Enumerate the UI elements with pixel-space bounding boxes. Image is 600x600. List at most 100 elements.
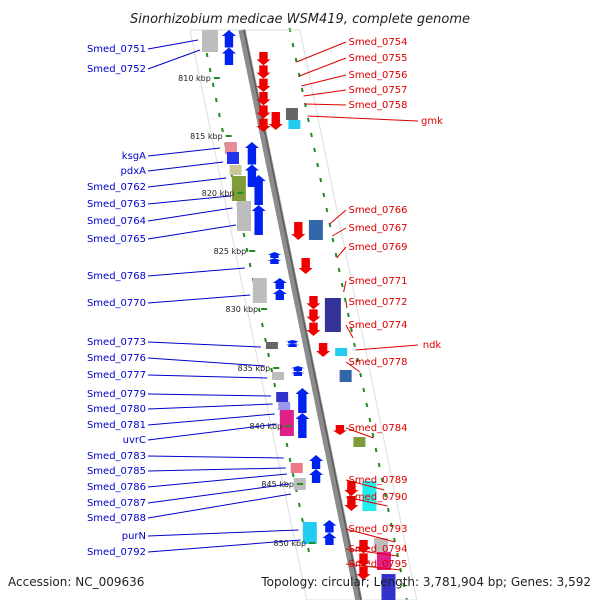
forward-gene-leader bbox=[147, 39, 199, 50]
forward-annotation-block bbox=[226, 152, 239, 164]
forward-gene-label: Smed_0770 bbox=[87, 298, 146, 309]
gc-tick-right bbox=[294, 57, 298, 63]
reverse-gene-leader bbox=[299, 57, 347, 77]
scale-label: 845 kbp bbox=[261, 480, 294, 489]
forward-gene-leader bbox=[147, 493, 292, 519]
reverse-gene-arrow bbox=[256, 105, 271, 119]
reverse-gene-label: Smed_0772 bbox=[348, 297, 407, 308]
forward-gene-arrow bbox=[272, 278, 287, 289]
reverse-gene-label: Smed_0756 bbox=[348, 70, 407, 81]
gc-tick-left bbox=[288, 457, 292, 463]
forward-gene-label: Smed_0788 bbox=[87, 513, 146, 524]
reverse-gene-arrow bbox=[356, 566, 371, 580]
forward-annotation-block bbox=[278, 402, 291, 410]
gc-tick-right bbox=[297, 72, 301, 78]
gc-tick-left bbox=[208, 67, 212, 73]
scale-ticks: 810 kbp 815 kbp 820 kbp 825 kbp 830 kbp 835 k… bbox=[178, 74, 316, 548]
reverse-annotation-block bbox=[335, 348, 348, 356]
forward-gene-label: Smed_0768 bbox=[87, 271, 146, 282]
gc-tick-right bbox=[371, 432, 375, 438]
gc-tick-right bbox=[365, 402, 369, 408]
forward-gene-leader bbox=[147, 467, 286, 472]
gc-tick-left bbox=[261, 322, 264, 328]
gc-tick-right bbox=[383, 492, 387, 498]
forward-gene-leader bbox=[147, 423, 277, 441]
reverse-gene-arrow bbox=[256, 78, 271, 92]
reverse-gene-leader bbox=[345, 528, 396, 543]
reverse-gene-label: Smed_0755 bbox=[348, 53, 407, 64]
reverse-annotation-block bbox=[324, 298, 341, 332]
forward-gene-leader bbox=[147, 294, 251, 304]
reverse-gene-arrow bbox=[256, 92, 271, 106]
gc-tick-right bbox=[313, 147, 316, 153]
forward-annotation-block bbox=[252, 278, 267, 303]
forward-gene-label: pdxA bbox=[121, 166, 147, 177]
scale-label: 815 kbp bbox=[190, 132, 223, 141]
reverse-gene-arrow bbox=[256, 118, 271, 132]
gc-tick-left bbox=[211, 82, 215, 88]
reverse-annotation-block bbox=[285, 108, 298, 120]
reverse-gene-arrow bbox=[268, 112, 283, 130]
forward-gene-arrow bbox=[295, 388, 310, 413]
forward-gene-arrow bbox=[295, 413, 310, 438]
forward-gene-arrow bbox=[285, 340, 300, 344]
reverse-gene-leader bbox=[345, 324, 354, 339]
gc-tick-right bbox=[393, 537, 396, 543]
forward-gene-leader bbox=[147, 195, 231, 205]
forward-gene-label: purN bbox=[122, 531, 146, 542]
gc-tick-right bbox=[334, 252, 338, 258]
reverse-gene-label: Smed_0793 bbox=[348, 524, 407, 535]
forward-annotation-block bbox=[231, 176, 246, 201]
forward-gene-leader bbox=[147, 413, 275, 426]
gc-tick-left bbox=[301, 517, 304, 523]
gc-tick-left bbox=[221, 127, 224, 133]
topology-text: Topology: circular; Length: 3,781,904 bp… bbox=[260, 575, 591, 589]
reverse-gene-leader bbox=[355, 344, 419, 351]
reverse-annotation-block bbox=[362, 481, 377, 511]
forward-annotation-block bbox=[272, 372, 285, 380]
forward-gene-label: Smed_0785 bbox=[87, 466, 146, 477]
forward-gene-leader bbox=[147, 374, 268, 379]
reverse-gene-arrow bbox=[344, 496, 359, 511]
forward-gene-leader bbox=[147, 224, 237, 240]
forward-gene-label: Smed_0773 bbox=[87, 337, 146, 348]
reverse-gene-label: Smed_0789 bbox=[348, 475, 407, 486]
forward-annotation-block bbox=[302, 522, 317, 544]
forward-gene-label: Smed_0787 bbox=[87, 498, 146, 509]
forward-gene-arrow bbox=[322, 520, 337, 533]
forward-gene-label: Smed_0765 bbox=[87, 234, 146, 245]
gc-tick-left bbox=[273, 382, 277, 388]
forward-gene-leader bbox=[147, 49, 201, 70]
gc-tick-right bbox=[300, 87, 304, 93]
forward-gene-label: Smed_0783 bbox=[87, 451, 146, 462]
reverse-gene-label: Smed_0784 bbox=[348, 423, 407, 434]
reverse-annotation-block bbox=[376, 552, 391, 570]
reverse-gene-leader bbox=[303, 89, 347, 97]
forward-gene-label: Smed_0763 bbox=[87, 199, 146, 210]
reverse-gene-leader bbox=[305, 103, 347, 106]
gc-tick-right bbox=[356, 357, 359, 363]
reverse-gene-label: Smed_0757 bbox=[348, 85, 407, 96]
forward-gene-leader bbox=[147, 357, 265, 367]
gc-tick-left bbox=[214, 97, 218, 103]
reverse-gene-leader bbox=[336, 246, 347, 259]
gc-tick-right bbox=[380, 477, 384, 483]
forward-gene-leader bbox=[147, 539, 301, 553]
forward-gene-label: uvrC bbox=[123, 435, 146, 446]
reverse-gene-arrow bbox=[344, 481, 359, 496]
reverse-gene-arrow bbox=[306, 322, 321, 336]
gc-tick-left bbox=[285, 442, 289, 448]
forward-gene-arrow bbox=[251, 175, 266, 205]
reverse-gene-label: Smed_0767 bbox=[348, 223, 407, 234]
forward-gene-label: Smed_0792 bbox=[87, 547, 146, 558]
forward-gene-label: Smed_0752 bbox=[87, 64, 146, 75]
forward-gene-arrow bbox=[309, 469, 324, 483]
reverse-gene-arrow bbox=[256, 65, 271, 79]
forward-annotation-block bbox=[279, 410, 294, 436]
reverse-gene-label: Smed_0795 bbox=[348, 559, 407, 570]
gc-tick-right bbox=[322, 192, 326, 198]
gc-tick-right bbox=[319, 177, 323, 183]
scale-label: 820 kbp bbox=[202, 189, 235, 198]
gc-tick-right bbox=[386, 507, 390, 513]
reverse-gene-leader bbox=[345, 479, 385, 491]
